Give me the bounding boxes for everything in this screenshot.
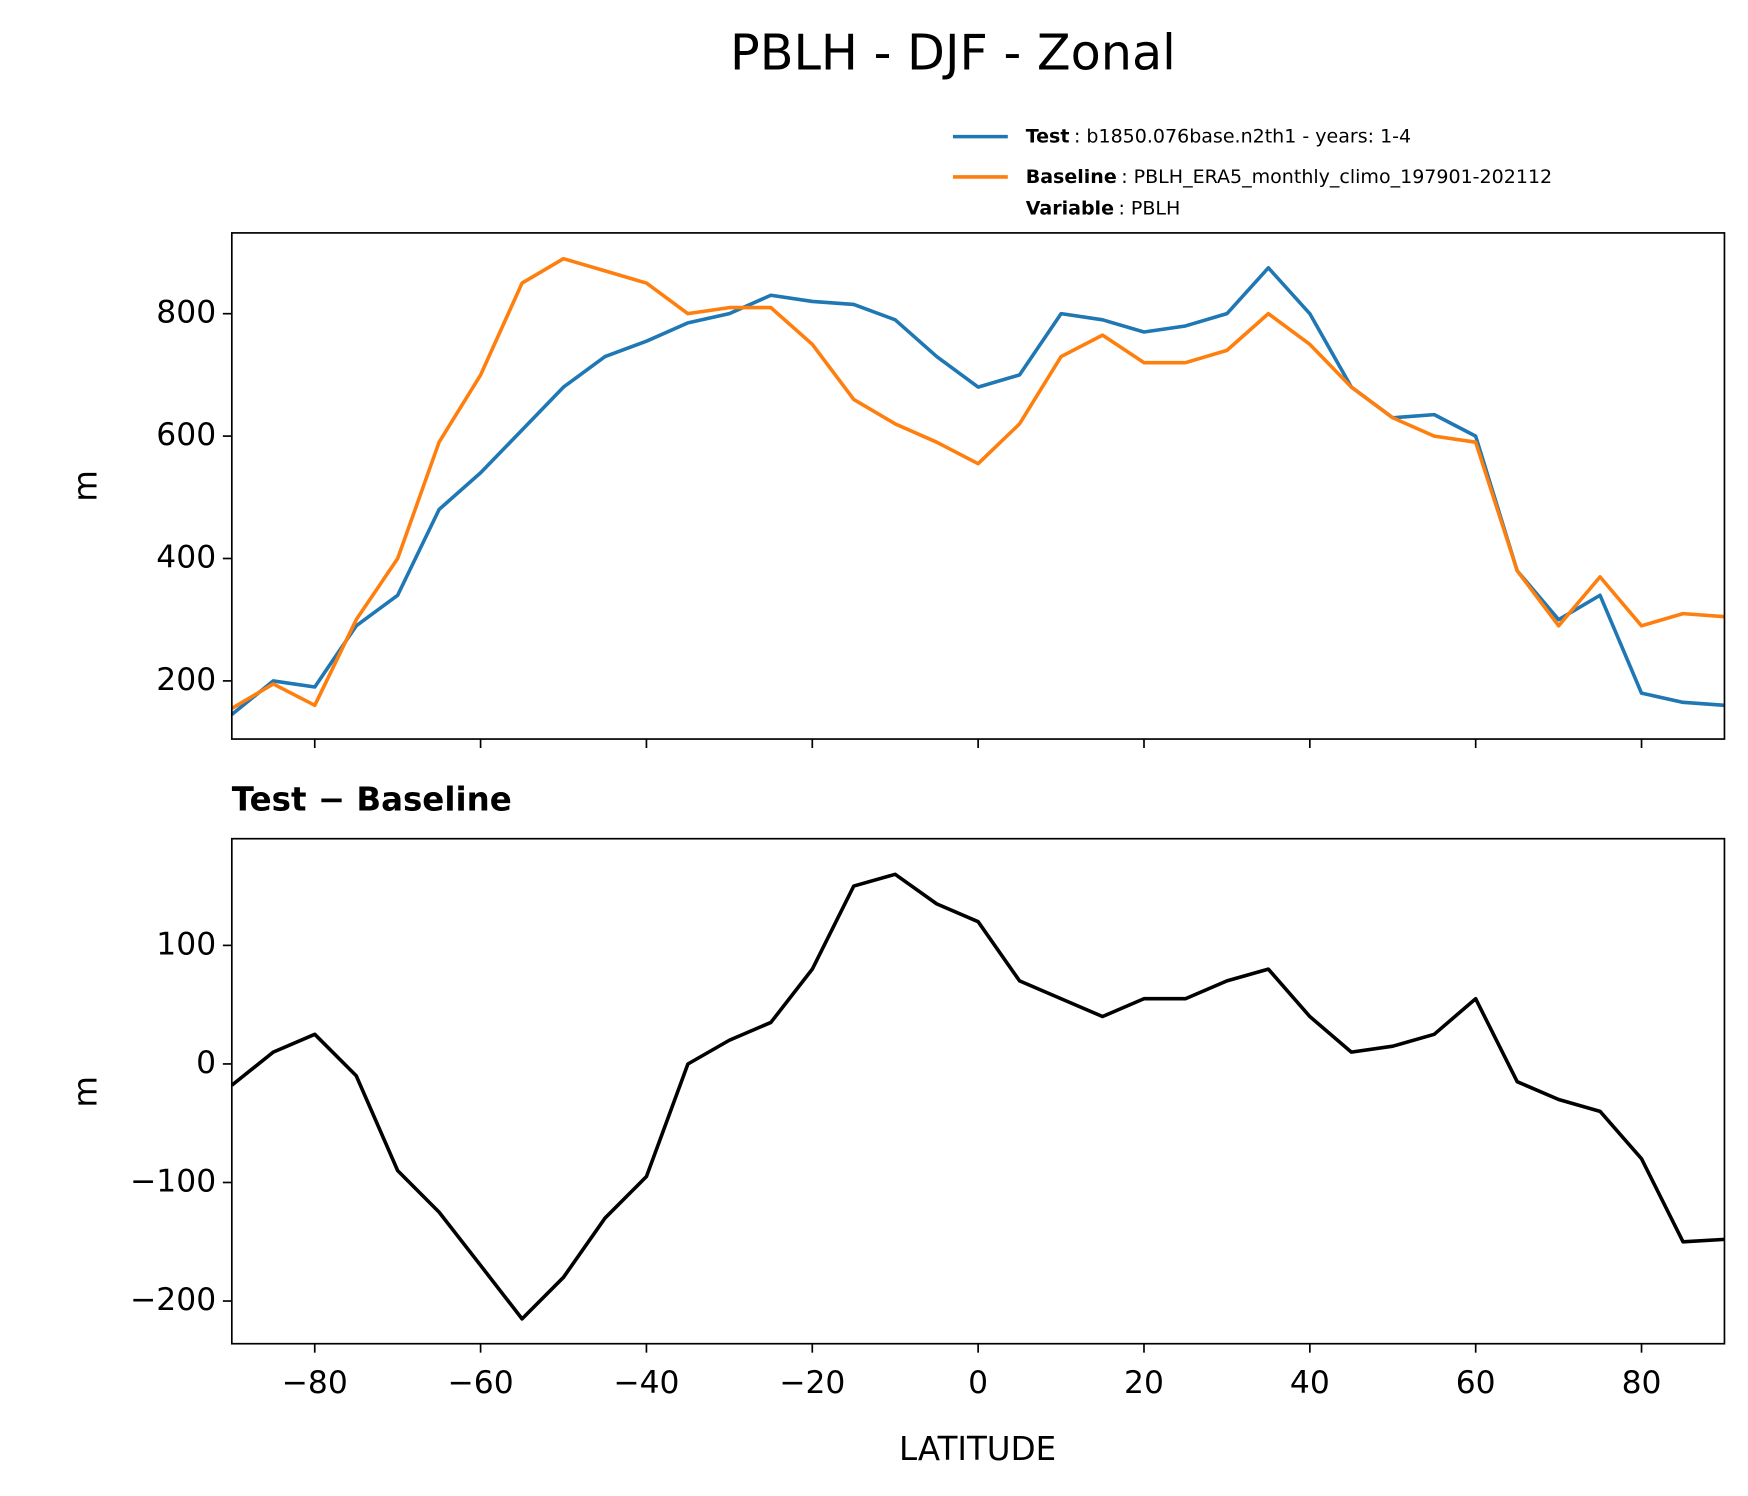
legend-entry: Variable: PBLH: [1026, 197, 1181, 219]
x-tick-label: −60: [448, 1365, 514, 1401]
x-tick-label: −20: [779, 1365, 845, 1401]
y-tick-label: 400: [156, 539, 216, 575]
y-tick-label: 800: [156, 295, 216, 331]
x-tick-label: 40: [1290, 1365, 1330, 1401]
legend-name: Baseline: [1026, 165, 1117, 187]
x-tick-label: 20: [1124, 1365, 1164, 1401]
legend-name: Variable: [1026, 197, 1114, 219]
subtitle: Test − Baseline: [232, 781, 512, 819]
legend-name: Test: [1026, 125, 1070, 147]
plot-frame: [230, 232, 1726, 740]
x-tick-label: −40: [613, 1365, 679, 1401]
legend-entry: Test: b1850.076base.n2th1 - years: 1-4: [1026, 125, 1411, 147]
x-tick-label: 60: [1456, 1365, 1496, 1401]
x-tick-label: 0: [968, 1365, 988, 1401]
legend-description: : PBLH: [1118, 197, 1180, 219]
y-axis-label: m: [66, 1076, 104, 1108]
legend-description: : PBLH_ERA5_monthly_climo_197901-202112: [1121, 165, 1552, 187]
x-tick-label: −80: [282, 1365, 348, 1401]
data-line: [230, 872, 1725, 1321]
x-tick-label: 80: [1622, 1365, 1662, 1401]
y-tick-label: 100: [156, 926, 216, 962]
y-tick-label: 0: [196, 1045, 216, 1081]
chart-title: PBLH - DJF - Zonal: [730, 23, 1176, 81]
data-line: [230, 256, 1725, 711]
data-line: [230, 266, 1725, 716]
y-tick-label: 600: [156, 417, 216, 453]
y-tick-label: −100: [130, 1163, 216, 1199]
y-tick-label: −200: [130, 1282, 216, 1318]
y-tick-label: 200: [156, 662, 216, 698]
y-axis-label: m: [66, 470, 104, 502]
legend-description: : b1850.076base.n2th1 - years: 1-4: [1074, 125, 1411, 147]
x-axis-label: LATITUDE: [899, 1430, 1056, 1468]
plot-frame: [230, 837, 1726, 1345]
legend-entry: Baseline: PBLH_ERA5_monthly_climo_197901…: [1026, 165, 1552, 187]
